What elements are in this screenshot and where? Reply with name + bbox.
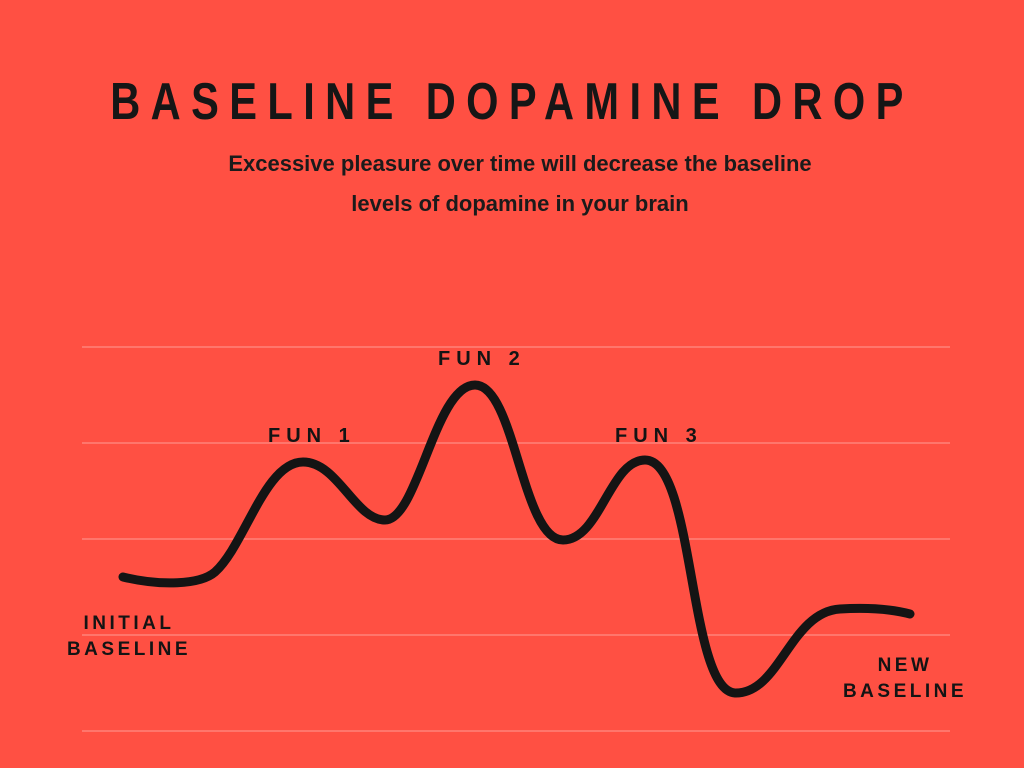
- page-title: BASELINE DOPAMINE DROP: [110, 73, 914, 131]
- gridlines: [82, 346, 950, 732]
- initial-baseline-label: INITIAL BASELINE: [64, 611, 194, 663]
- initial-baseline-line-1: INITIAL: [83, 613, 175, 634]
- new-baseline-line-1: NEW: [877, 655, 933, 676]
- subtitle-line-2: levels of dopamine in your brain: [351, 191, 689, 216]
- subtitle-line-1: Excessive pleasure over time will decrea…: [228, 151, 812, 176]
- new-baseline-label: NEW BASELINE: [840, 653, 970, 705]
- new-baseline-line-2: BASELINE: [842, 681, 968, 702]
- fun-3-label: FUN 3: [615, 425, 703, 447]
- fun-2-label: FUN 2: [438, 348, 526, 370]
- fun-1-label: FUN 1: [268, 425, 356, 447]
- dopamine-curve: [118, 380, 915, 698]
- initial-baseline-line-2: BASELINE: [66, 639, 192, 660]
- page-subtitle: Excessive pleasure over time will decrea…: [130, 144, 910, 224]
